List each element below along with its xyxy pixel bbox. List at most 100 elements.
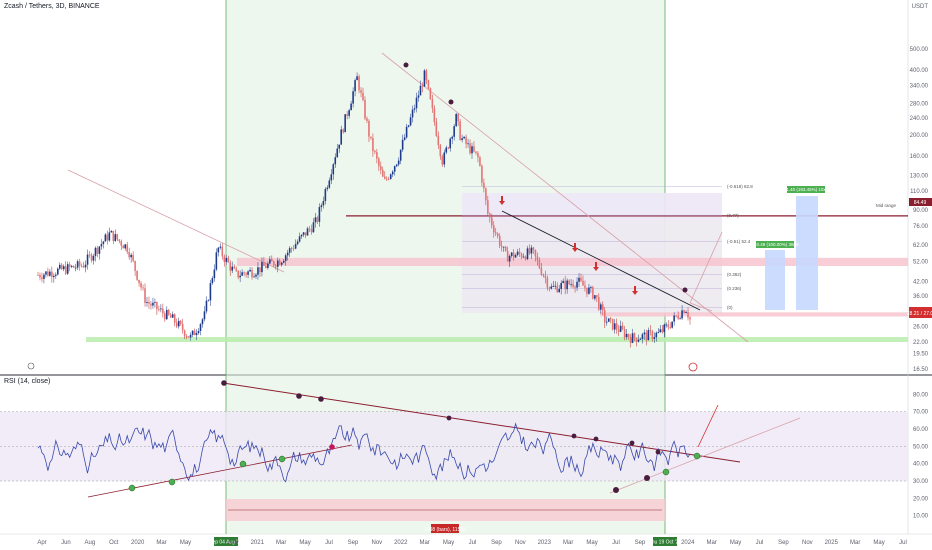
candle-body[interactable] xyxy=(215,252,218,270)
candle-body[interactable] xyxy=(435,121,438,136)
candle-body[interactable] xyxy=(223,256,226,262)
candle-body[interactable] xyxy=(479,157,481,166)
candle-body[interactable] xyxy=(457,113,459,122)
candle-body[interactable] xyxy=(82,265,85,268)
candle-body[interactable] xyxy=(308,228,311,230)
candle-body[interactable] xyxy=(197,331,200,334)
rsi-pivot-high[interactable] xyxy=(593,436,599,442)
candle-body[interactable] xyxy=(300,234,303,237)
candle-body[interactable] xyxy=(126,244,128,252)
candle-body[interactable] xyxy=(443,152,446,165)
candle-body[interactable] xyxy=(219,246,222,248)
candle-body[interactable] xyxy=(485,188,487,201)
candle-body[interactable] xyxy=(508,255,511,262)
candle-body[interactable] xyxy=(494,232,497,234)
candle-body[interactable] xyxy=(496,233,499,236)
candle-body[interactable] xyxy=(568,280,570,285)
candle-body[interactable] xyxy=(152,302,154,306)
candle-body[interactable] xyxy=(592,287,594,299)
candle-body[interactable] xyxy=(594,295,596,299)
candle-body[interactable] xyxy=(306,228,309,236)
candle-body[interactable] xyxy=(138,279,140,284)
candle-body[interactable] xyxy=(60,264,63,270)
candle-body[interactable] xyxy=(288,248,291,253)
candle-body[interactable] xyxy=(687,311,689,318)
candle-body[interactable] xyxy=(39,275,41,278)
candle-body[interactable] xyxy=(651,331,654,339)
candle-body[interactable] xyxy=(607,318,610,322)
candle-body[interactable] xyxy=(108,232,111,241)
rsi-pivot-high[interactable] xyxy=(221,380,227,386)
candle-body[interactable] xyxy=(241,272,243,276)
candle-body[interactable] xyxy=(415,97,418,109)
candle-body[interactable] xyxy=(324,189,327,201)
rsi-green-dot[interactable] xyxy=(278,455,286,463)
rsi-pivot-high[interactable] xyxy=(318,396,324,402)
candle-body[interactable] xyxy=(675,315,677,317)
candle-body[interactable] xyxy=(413,108,416,110)
candle-body[interactable] xyxy=(653,337,656,339)
candle-body[interactable] xyxy=(524,256,527,260)
candle-body[interactable] xyxy=(586,287,588,294)
candle-body[interactable] xyxy=(267,263,269,268)
candle-body[interactable] xyxy=(328,180,331,188)
candle-body[interactable] xyxy=(57,268,59,275)
candle-body[interactable] xyxy=(584,285,586,288)
rsi-pivot-high[interactable] xyxy=(571,433,577,439)
candle-body[interactable] xyxy=(542,274,545,276)
candle-body[interactable] xyxy=(465,136,467,144)
candle-body[interactable] xyxy=(86,254,89,265)
candle-body[interactable] xyxy=(37,274,39,276)
candle-body[interactable] xyxy=(191,330,194,335)
rsi-title[interactable]: RSI (14, close) xyxy=(4,378,50,385)
candle-body[interactable] xyxy=(649,330,652,332)
candle-body[interactable] xyxy=(278,260,281,265)
candle-body[interactable] xyxy=(663,324,666,333)
candle-body[interactable] xyxy=(380,166,382,171)
candle-body[interactable] xyxy=(261,262,263,273)
candle-body[interactable] xyxy=(112,230,115,242)
candle-body[interactable] xyxy=(156,301,158,310)
resistance-zone[interactable] xyxy=(600,312,908,317)
candle-body[interactable] xyxy=(477,152,479,158)
candle-body[interactable] xyxy=(110,230,113,233)
candle-body[interactable] xyxy=(378,158,380,167)
candle-body[interactable] xyxy=(679,318,681,320)
candle-body[interactable] xyxy=(74,267,77,269)
candle-body[interactable] xyxy=(318,207,321,222)
projection-arrow-2[interactable] xyxy=(689,302,713,312)
candle-body[interactable] xyxy=(229,262,232,271)
candle-body[interactable] xyxy=(269,259,271,264)
candle-body[interactable] xyxy=(370,136,372,139)
candle-body[interactable] xyxy=(554,285,557,287)
candle-body[interactable] xyxy=(475,151,477,153)
event-flag-icon[interactable] xyxy=(688,362,698,372)
candle-body[interactable] xyxy=(132,254,134,261)
candle-body[interactable] xyxy=(350,103,352,111)
candle-body[interactable] xyxy=(429,88,432,100)
projection-arrow[interactable] xyxy=(689,231,723,304)
candle-body[interactable] xyxy=(399,149,402,161)
rsi-green-dot[interactable] xyxy=(168,478,176,486)
candle-body[interactable] xyxy=(84,264,87,268)
candle-body[interactable] xyxy=(441,156,444,165)
pivot-high-3[interactable] xyxy=(682,287,688,293)
candle-body[interactable] xyxy=(489,213,491,218)
candle-body[interactable] xyxy=(294,244,297,249)
candle-body[interactable] xyxy=(603,310,606,323)
candle-body[interactable] xyxy=(183,330,186,337)
candle-body[interactable] xyxy=(292,248,295,250)
candle-body[interactable] xyxy=(282,260,285,263)
candle-body[interactable] xyxy=(273,261,275,266)
candle-body[interactable] xyxy=(643,332,646,335)
candle-body[interactable] xyxy=(322,200,325,206)
candle-body[interactable] xyxy=(665,324,668,326)
candle-body[interactable] xyxy=(437,135,440,146)
candle-body[interactable] xyxy=(580,277,582,281)
candle-body[interactable] xyxy=(598,297,600,310)
candle-body[interactable] xyxy=(471,146,473,154)
candle-body[interactable] xyxy=(602,304,604,311)
candle-body[interactable] xyxy=(55,274,57,276)
candle-body[interactable] xyxy=(136,270,138,280)
trendline-short-down[interactable] xyxy=(501,210,701,311)
